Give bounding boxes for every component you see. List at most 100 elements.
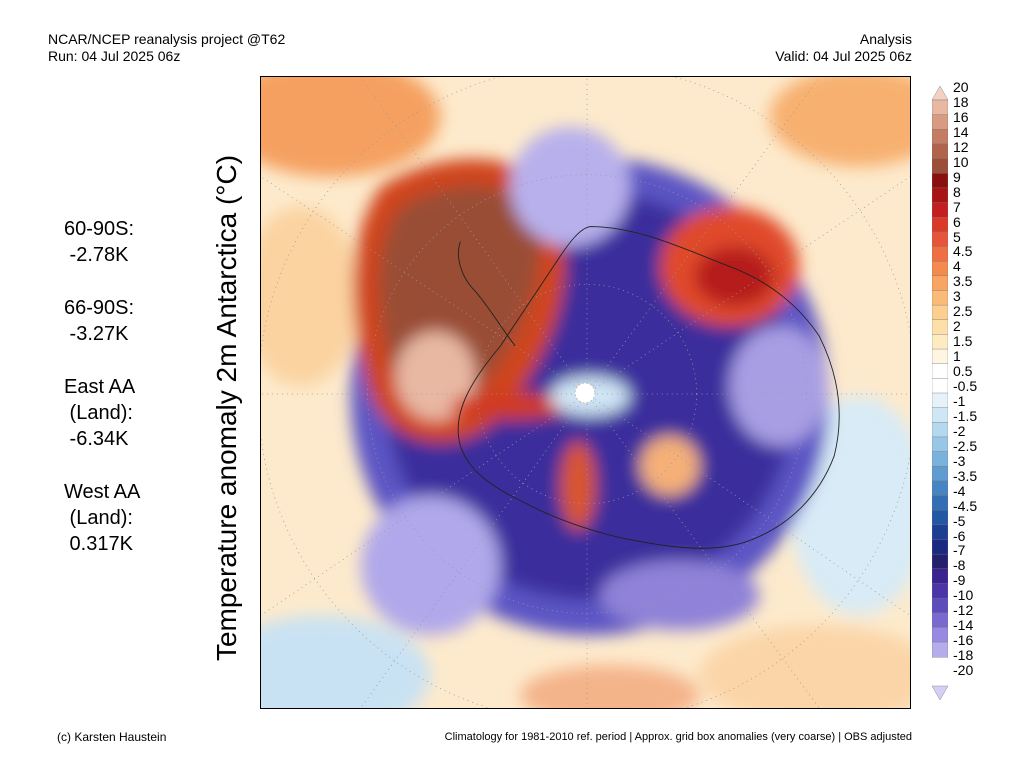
colorbar-swatch: [932, 685, 948, 700]
colorbar-swatch: [932, 290, 948, 306]
colorbar-label: -3.5: [953, 467, 978, 484]
colorbar-label: -18: [953, 647, 974, 664]
colorbar-swatch: [932, 129, 948, 145]
colorbar-label: 14: [953, 123, 969, 140]
colorbar-swatch: [932, 627, 948, 643]
colorbar-label: 2: [953, 318, 961, 335]
colorbar-swatch: [932, 597, 948, 614]
colorbar-swatch: [932, 451, 948, 467]
analysis-label: Analysis: [859, 31, 912, 47]
model-title: NCAR/NCEP reanalysis project @T62: [48, 31, 286, 47]
colorbar-swatch: [932, 568, 948, 585]
colorbar-label: -2: [953, 422, 966, 439]
stat-line: East AA: [64, 376, 136, 398]
antarctica-coastline: [457, 226, 840, 549]
colorbar-swatch: [932, 392, 948, 409]
colorbar-swatch: [932, 99, 948, 116]
colorbar-label: -12: [953, 602, 974, 619]
colorbar-label: -5: [953, 512, 966, 529]
colorbar-swatch: [932, 363, 948, 380]
colorbar-label: -7: [953, 542, 966, 559]
colorbar-swatch: [932, 216, 948, 233]
stat-line: 66-90S:: [64, 297, 135, 319]
stat-block: 66-90S: -3.27K: [64, 295, 140, 347]
colorbar-swatch: [932, 480, 948, 497]
colorbar-swatch: [932, 319, 948, 336]
colorbar-swatch: [932, 510, 948, 526]
colorbar-label: -0.5: [953, 378, 978, 394]
colorbar-label: 8: [953, 183, 961, 200]
colorbar-label: -3: [953, 452, 966, 469]
colorbar-label: 6: [953, 213, 961, 230]
header-right: Analysis Valid: 04 Jul 2025 06z: [775, 31, 912, 65]
colorbar-swatch: [932, 246, 948, 262]
colorbar-swatch: [932, 173, 948, 189]
stat-line: -6.34K: [64, 428, 129, 450]
colorbar-label: 1: [953, 348, 961, 365]
colorbar-label: 3.5: [953, 273, 973, 290]
colorbar-label: 10: [953, 153, 969, 170]
colorbar-swatch: [932, 378, 948, 394]
graticule: [261, 77, 910, 708]
valid-time: Valid: 04 Jul 2025 06z: [775, 48, 912, 64]
anomaly-map: [260, 76, 911, 709]
colorbar-label: 12: [953, 138, 969, 155]
colorbar-label: 5: [953, 228, 961, 245]
colorbar-label: -4: [953, 482, 966, 499]
stat-line: (Land):: [64, 507, 133, 529]
footer-note: Climatology for 1981-2010 ref. period | …: [444, 731, 912, 743]
colorbar-swatch: [932, 583, 948, 599]
colorbar-label: -20: [953, 662, 974, 679]
colorbar-label: 1.5: [953, 333, 973, 350]
map-title: Temperature anomaly 2m Antarctica (°C): [211, 154, 242, 662]
colorbar-label: -1: [953, 392, 966, 409]
colorbar-label: -1.5: [953, 407, 978, 424]
colorbar-swatch: [932, 143, 948, 160]
colorbar-label: 9: [953, 168, 961, 185]
colorbar-label: 18: [953, 93, 969, 110]
colorbar-label: -8: [953, 557, 966, 574]
colorbar-label: -9: [953, 572, 966, 589]
colorbar-swatch: [932, 553, 948, 570]
anomaly-stats: 60-90S: -2.78K 66-90S: -3.27K East AA (Lan…: [64, 216, 140, 584]
colorbar-swatch: [932, 158, 948, 174]
colorbar-label: 4.5: [953, 243, 973, 260]
colorbar-label: -10: [953, 587, 974, 604]
stat-line: (Land):: [64, 402, 133, 424]
colorbar-swatch: [932, 114, 948, 130]
colorbar-swatch: [932, 436, 948, 453]
stat-block: East AA (Land): -6.34K: [64, 374, 140, 452]
colorbar-label: 4: [953, 258, 961, 275]
peninsula-coastline: [458, 241, 516, 347]
colorbar-swatch: [932, 231, 948, 248]
colorbar-swatch: [932, 407, 948, 423]
colorbar-swatch: [932, 86, 948, 101]
anomaly-map-canvas: [261, 77, 910, 708]
stat-line: -3.27K: [64, 323, 129, 345]
colorbar-swatch: [932, 187, 948, 204]
colorbar-swatch: [932, 641, 948, 658]
colorbar-swatch: [932, 275, 948, 292]
colorbar-label: -14: [953, 617, 974, 634]
colorbar-label: -2.5: [953, 437, 978, 454]
colorbar-swatch: [932, 202, 948, 218]
colorbar-swatch: [932, 495, 948, 511]
colorbar-swatch: [932, 524, 948, 541]
stat-block: 60-90S: -2.78K: [64, 216, 140, 268]
colorbar-swatch: [932, 348, 948, 365]
colorbar-label: 2.5: [953, 303, 973, 320]
stat-line: 60-90S:: [64, 218, 135, 240]
colorbar-label: 20: [953, 79, 969, 95]
stat-block: West AA (Land): 0.317K: [64, 479, 140, 557]
colorbar-label: 7: [953, 198, 961, 215]
colorbar-labels: 20 18 16 14 12 10 9 8 7 6 5 4.5 4 3.5 3 2.5 2 1.5 1 0.5 -0.5…: [953, 80, 1023, 700]
colorbar-swatch: [932, 466, 948, 482]
colorbar-swatch: [932, 612, 948, 629]
colorbar-label: -16: [953, 632, 974, 649]
colorbar-swatch: [932, 539, 948, 555]
stat-line: -2.78K: [64, 244, 129, 266]
stat-line: West AA: [64, 481, 141, 503]
header-left: NCAR/NCEP reanalysis project @T62 Run: 0…: [48, 31, 285, 65]
colorbar-label: -6: [953, 527, 966, 544]
stat-line: 0.317K: [64, 533, 133, 555]
